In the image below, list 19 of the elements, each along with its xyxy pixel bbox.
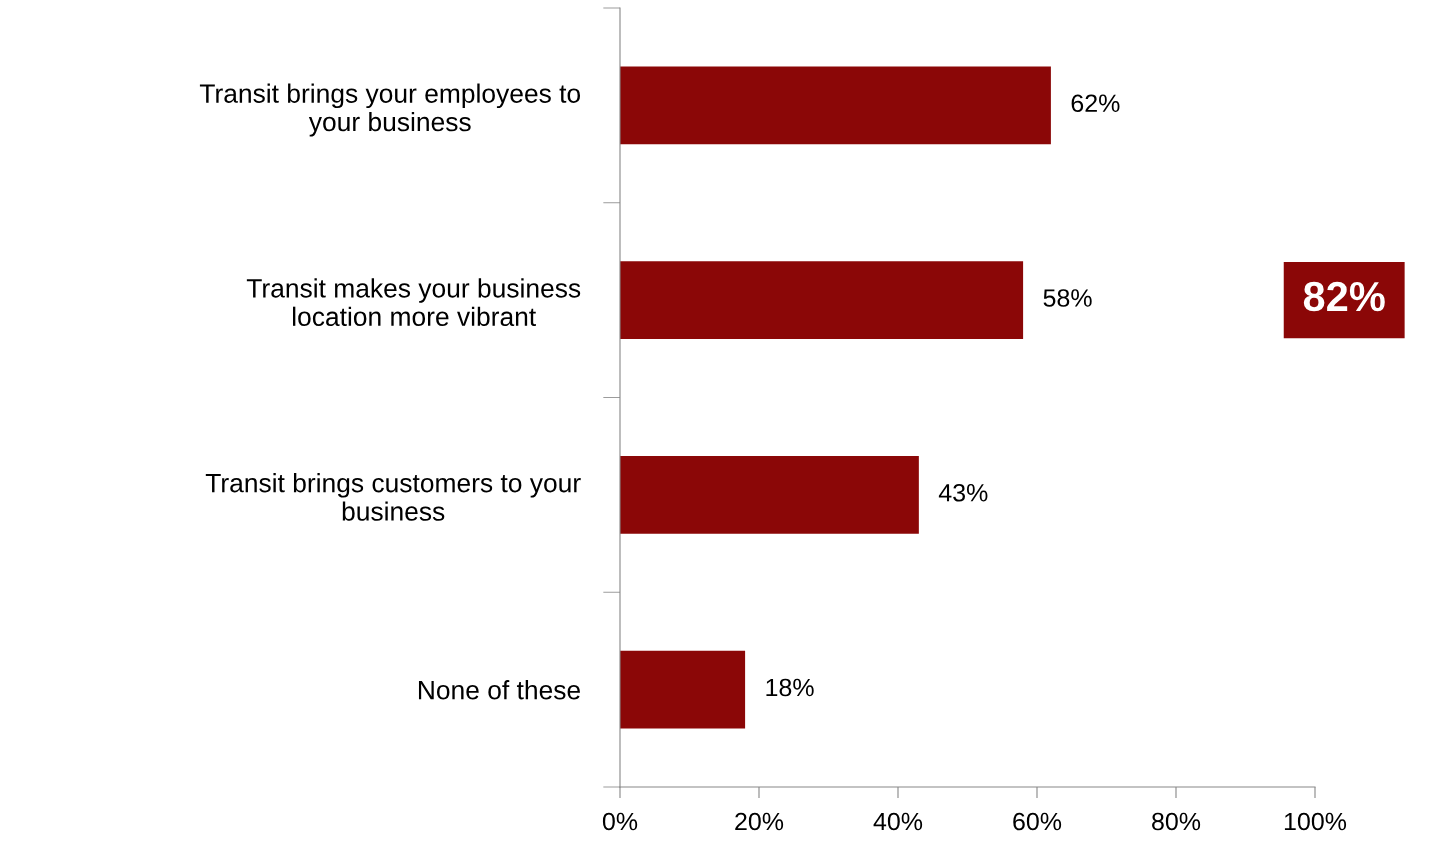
- x-tick-label: 100%: [1284, 812, 1347, 831]
- y-tick-label: Transit makes your business location more vibrant: [246, 278, 581, 327]
- data-label: 58%: [1043, 289, 1092, 307]
- data-label: 62%: [1071, 94, 1120, 113]
- x-tick-label: 60%: [1013, 812, 1062, 831]
- x-tick-label: 0%: [602, 812, 638, 831]
- x-tick-label: 20%: [735, 812, 784, 831]
- y-tick-label: Transit brings your employees to your business: [199, 83, 581, 137]
- y-tick-label: None of these: [418, 680, 580, 700]
- annotation: 82%: [1303, 281, 1385, 312]
- x-tick-label: 80%: [1152, 812, 1201, 831]
- bar: [620, 455, 919, 534]
- y-tick-label: Transit brings customers to your business: [205, 473, 581, 521]
- bar: [620, 650, 746, 729]
- data-label: 18%: [766, 678, 814, 697]
- x-tick-label: 40%: [873, 812, 923, 831]
- data-label: 43%: [938, 483, 988, 502]
- bar: [620, 261, 1024, 340]
- bar: [620, 66, 1051, 145]
